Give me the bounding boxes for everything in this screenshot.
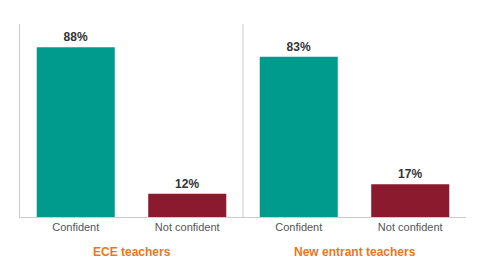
svg-text:ECE teachers: ECE teachers — [93, 245, 171, 259]
svg-text:Not confident: Not confident — [155, 221, 220, 233]
svg-text:Confident: Confident — [275, 221, 322, 233]
svg-text:12%: 12% — [175, 177, 199, 191]
svg-text:83%: 83% — [287, 40, 311, 54]
svg-text:New entrant teachers: New entrant teachers — [294, 245, 416, 259]
svg-text:17%: 17% — [398, 167, 422, 181]
svg-text:Not confident: Not confident — [378, 221, 443, 233]
svg-text:88%: 88% — [64, 30, 88, 44]
svg-text:Confident: Confident — [52, 221, 99, 233]
